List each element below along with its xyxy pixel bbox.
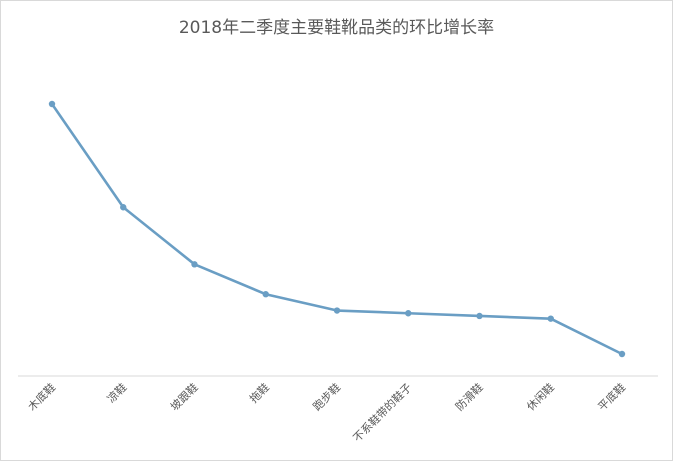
- data-point-6: [476, 312, 483, 320]
- x-tick-label: 拖鞋: [246, 380, 271, 405]
- x-tick-label: 防滑鞋: [452, 380, 485, 413]
- x-tick-label: 平底鞋: [595, 380, 628, 413]
- x-tick-label: 木底鞋: [25, 380, 58, 413]
- data-point-8: [618, 350, 626, 358]
- x-tick-label: 休闲鞋: [524, 380, 557, 413]
- data-point-7: [547, 315, 554, 322]
- data-point-3: [262, 291, 269, 298]
- x-tick-label: 不系鞋带的鞋子: [350, 380, 414, 444]
- chart-title: 2018年二季度主要鞋靴品类的环比增长率: [178, 18, 495, 38]
- x-tick-label: 跑步鞋: [310, 380, 343, 413]
- data-point-1: [120, 204, 127, 211]
- data-point-5: [405, 310, 412, 317]
- data-point-2: [191, 261, 198, 268]
- data-point-0: [48, 100, 56, 108]
- x-tick-label: 坡跟鞋: [167, 380, 200, 413]
- data-point-4: [333, 307, 341, 314]
- x-tick-label: 凉鞋: [104, 380, 129, 405]
- series-line: [50, 103, 623, 356]
